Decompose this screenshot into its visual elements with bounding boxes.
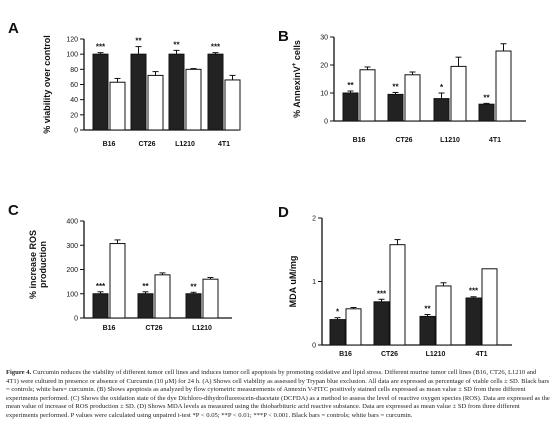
panel-letter: D xyxy=(278,204,289,221)
bar-curcumin xyxy=(389,244,406,346)
significance-marker: * xyxy=(440,83,444,92)
significance-marker: *** xyxy=(377,289,387,298)
category-label: B16 xyxy=(339,351,352,358)
panel-letter: C xyxy=(8,202,19,219)
category-label: CT26 xyxy=(395,137,412,144)
y-tick-label: 0 xyxy=(312,343,316,350)
significance-marker: ** xyxy=(173,40,180,49)
y-tick-label: 20 xyxy=(70,112,78,119)
significance-marker: *** xyxy=(96,43,106,52)
significance-marker: *** xyxy=(96,282,106,291)
bar-curcumin xyxy=(185,68,202,131)
significance-marker: ** xyxy=(347,81,354,90)
panel-a: A 0 20 40 60 80 100 120 % viability over control… xyxy=(8,20,241,148)
y-axis-title: % increase ROSproduction xyxy=(28,230,48,299)
category-label: L1210 xyxy=(426,351,446,358)
category-label: B16 xyxy=(103,141,116,148)
category-label: B16 xyxy=(103,325,116,332)
bar-curcumin xyxy=(404,74,421,122)
bar-curcumin xyxy=(224,79,241,131)
y-tick-label: 200 xyxy=(66,267,78,274)
category-label: L1210 xyxy=(192,325,212,332)
y-tick-label: 300 xyxy=(66,243,78,250)
panel-c: C 0 100 200 300 400 % increase ROSproduction **… xyxy=(8,202,232,332)
y-axis-title: MDA uM/mg xyxy=(288,256,298,308)
bar-curcumin xyxy=(202,278,219,319)
caption-text: Curcumin reduces the viability of differ… xyxy=(6,369,550,419)
bar-curcumin xyxy=(109,81,126,131)
y-axis-title: % AnnexinV+ cells xyxy=(292,40,302,118)
bar-curcumin xyxy=(450,65,467,122)
bar-control xyxy=(92,293,109,319)
bar-control xyxy=(130,53,147,131)
bar-control xyxy=(137,293,154,319)
significance-marker: * xyxy=(336,308,340,317)
bar-curcumin xyxy=(109,243,126,319)
category-label: 4T1 xyxy=(475,351,487,358)
bar-control xyxy=(92,53,109,131)
y-tick-label: 400 xyxy=(66,219,78,226)
bar-control xyxy=(168,53,185,131)
bar-control xyxy=(433,98,450,122)
y-tick-label: 2 xyxy=(312,216,316,223)
y-tick-label: 40 xyxy=(70,97,78,104)
y-tick-label: 120 xyxy=(66,37,78,44)
significance-marker: ** xyxy=(190,282,197,291)
bar-control xyxy=(478,103,495,122)
category-label: 4T1 xyxy=(218,141,230,148)
significance-marker: *** xyxy=(211,43,221,52)
category-label: 4T1 xyxy=(489,137,501,144)
significance-marker: *** xyxy=(469,287,479,296)
significance-marker: ** xyxy=(142,282,149,291)
bar-control xyxy=(419,315,436,346)
category-label: CT26 xyxy=(145,325,162,332)
panel-letter: A xyxy=(8,20,19,37)
bar-curcumin xyxy=(495,50,512,122)
bar-control xyxy=(465,297,482,346)
category-label: CT26 xyxy=(381,351,398,358)
panel-d: D 0 1 2 MDA uM/mg * B16 *** CT26 ** L1210 *** 4T1 xyxy=(278,204,512,358)
bar-curcumin xyxy=(345,308,362,346)
panel-letter: B xyxy=(278,28,289,45)
figure-caption: Figure 4. Curcumin reduces the viability… xyxy=(6,369,550,421)
significance-marker: ** xyxy=(135,37,142,46)
y-tick-label: 1 xyxy=(312,279,316,286)
y-tick-label: 100 xyxy=(66,52,78,59)
y-tick-label: 80 xyxy=(70,67,78,74)
bar-control xyxy=(185,293,202,319)
bar-control xyxy=(329,319,346,346)
bar-curcumin xyxy=(359,69,376,122)
bar-control xyxy=(207,53,224,131)
bar-curcumin xyxy=(154,274,171,319)
caption-lead: Figure 4. xyxy=(6,369,32,376)
bar-control xyxy=(342,92,359,122)
y-tick-label: 100 xyxy=(66,291,78,298)
y-tick-label: 20 xyxy=(320,63,328,70)
panel-b: B 0 10 20 30 % AnnexinV+ cells ** B16 ** CT26 * L12… xyxy=(278,28,526,144)
y-tick-label: 30 xyxy=(320,35,328,42)
category-label: L1210 xyxy=(175,141,195,148)
y-tick-label: 0 xyxy=(74,316,78,323)
bar-curcumin xyxy=(147,74,164,131)
significance-marker: ** xyxy=(483,93,490,102)
bar-control xyxy=(373,301,390,346)
y-tick-label: 60 xyxy=(70,82,78,89)
bar-curcumin xyxy=(481,268,498,346)
bar-curcumin xyxy=(435,285,452,346)
significance-marker: ** xyxy=(392,82,399,91)
y-tick-label: 10 xyxy=(320,91,328,98)
category-label: B16 xyxy=(353,137,366,144)
significance-marker: ** xyxy=(424,305,431,314)
category-label: L1210 xyxy=(440,137,460,144)
y-axis-title: % viability over control xyxy=(42,35,52,134)
y-tick-label: 0 xyxy=(74,128,78,135)
y-tick-label: 0 xyxy=(324,119,328,126)
bar-control xyxy=(387,93,404,122)
category-label: CT26 xyxy=(138,141,155,148)
